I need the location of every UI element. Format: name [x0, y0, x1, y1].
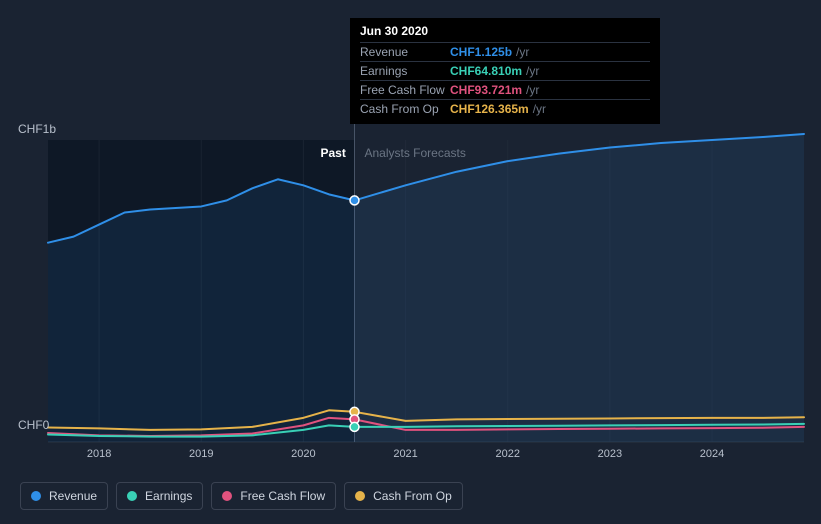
legend-dot-icon	[31, 491, 41, 501]
tooltip-unit: /yr	[533, 102, 546, 116]
tooltip: Jun 30 2020 RevenueCHF1.125b/yrEarningsC…	[350, 18, 660, 124]
x-tick: 2023	[598, 448, 622, 460]
legend-dot-icon	[222, 491, 232, 501]
y-axis-label-bottom: CHF0	[18, 418, 49, 432]
marker-revenue	[350, 196, 359, 205]
tooltip-key: Cash From Op	[360, 102, 450, 116]
forecast-label: Analysts Forecasts	[364, 146, 465, 160]
legend-item-revenue[interactable]: Revenue	[20, 482, 108, 510]
legend-dot-icon	[127, 491, 137, 501]
y-axis-label-top: CHF1b	[18, 122, 56, 136]
x-tick: 2020	[291, 448, 315, 460]
tooltip-unit: /yr	[526, 64, 539, 78]
tooltip-row: RevenueCHF1.125b/yr	[360, 42, 650, 61]
tooltip-value: CHF1.125b	[450, 45, 512, 59]
tooltip-key: Free Cash Flow	[360, 83, 450, 97]
marker-earnings	[350, 422, 359, 431]
x-tick: 2019	[189, 448, 213, 460]
legend-dot-icon	[355, 491, 365, 501]
tooltip-unit: /yr	[526, 83, 539, 97]
legend-item-cash_from_op[interactable]: Cash From Op	[344, 482, 463, 510]
tooltip-row: Cash From OpCHF126.365m/yr	[360, 99, 650, 118]
legend: Revenue Earnings Free Cash Flow Cash From O…	[20, 482, 463, 510]
tooltip-date: Jun 30 2020	[360, 24, 650, 38]
x-tick: 2022	[495, 448, 519, 460]
tooltip-value: CHF64.810m	[450, 64, 522, 78]
tooltip-key: Revenue	[360, 45, 450, 59]
past-label: Past	[320, 146, 345, 160]
legend-label: Revenue	[49, 489, 97, 503]
tooltip-unit: /yr	[516, 45, 529, 59]
legend-label: Cash From Op	[373, 489, 452, 503]
tooltip-value: CHF93.721m	[450, 83, 522, 97]
x-tick: 2018	[87, 448, 111, 460]
legend-label: Earnings	[145, 489, 192, 503]
legend-item-earnings[interactable]: Earnings	[116, 482, 203, 510]
tooltip-row: EarningsCHF64.810m/yr	[360, 61, 650, 80]
legend-label: Free Cash Flow	[240, 489, 325, 503]
tooltip-row: Free Cash FlowCHF93.721m/yr	[360, 80, 650, 99]
x-tick: 2021	[393, 448, 417, 460]
financials-chart: CHF1b CHF0 Past Analysts Forecasts 2018 2…	[0, 0, 821, 524]
tooltip-key: Earnings	[360, 64, 450, 78]
x-tick: 2024	[700, 448, 724, 460]
tooltip-value: CHF126.365m	[450, 102, 529, 116]
legend-item-free_cash_flow[interactable]: Free Cash Flow	[211, 482, 336, 510]
